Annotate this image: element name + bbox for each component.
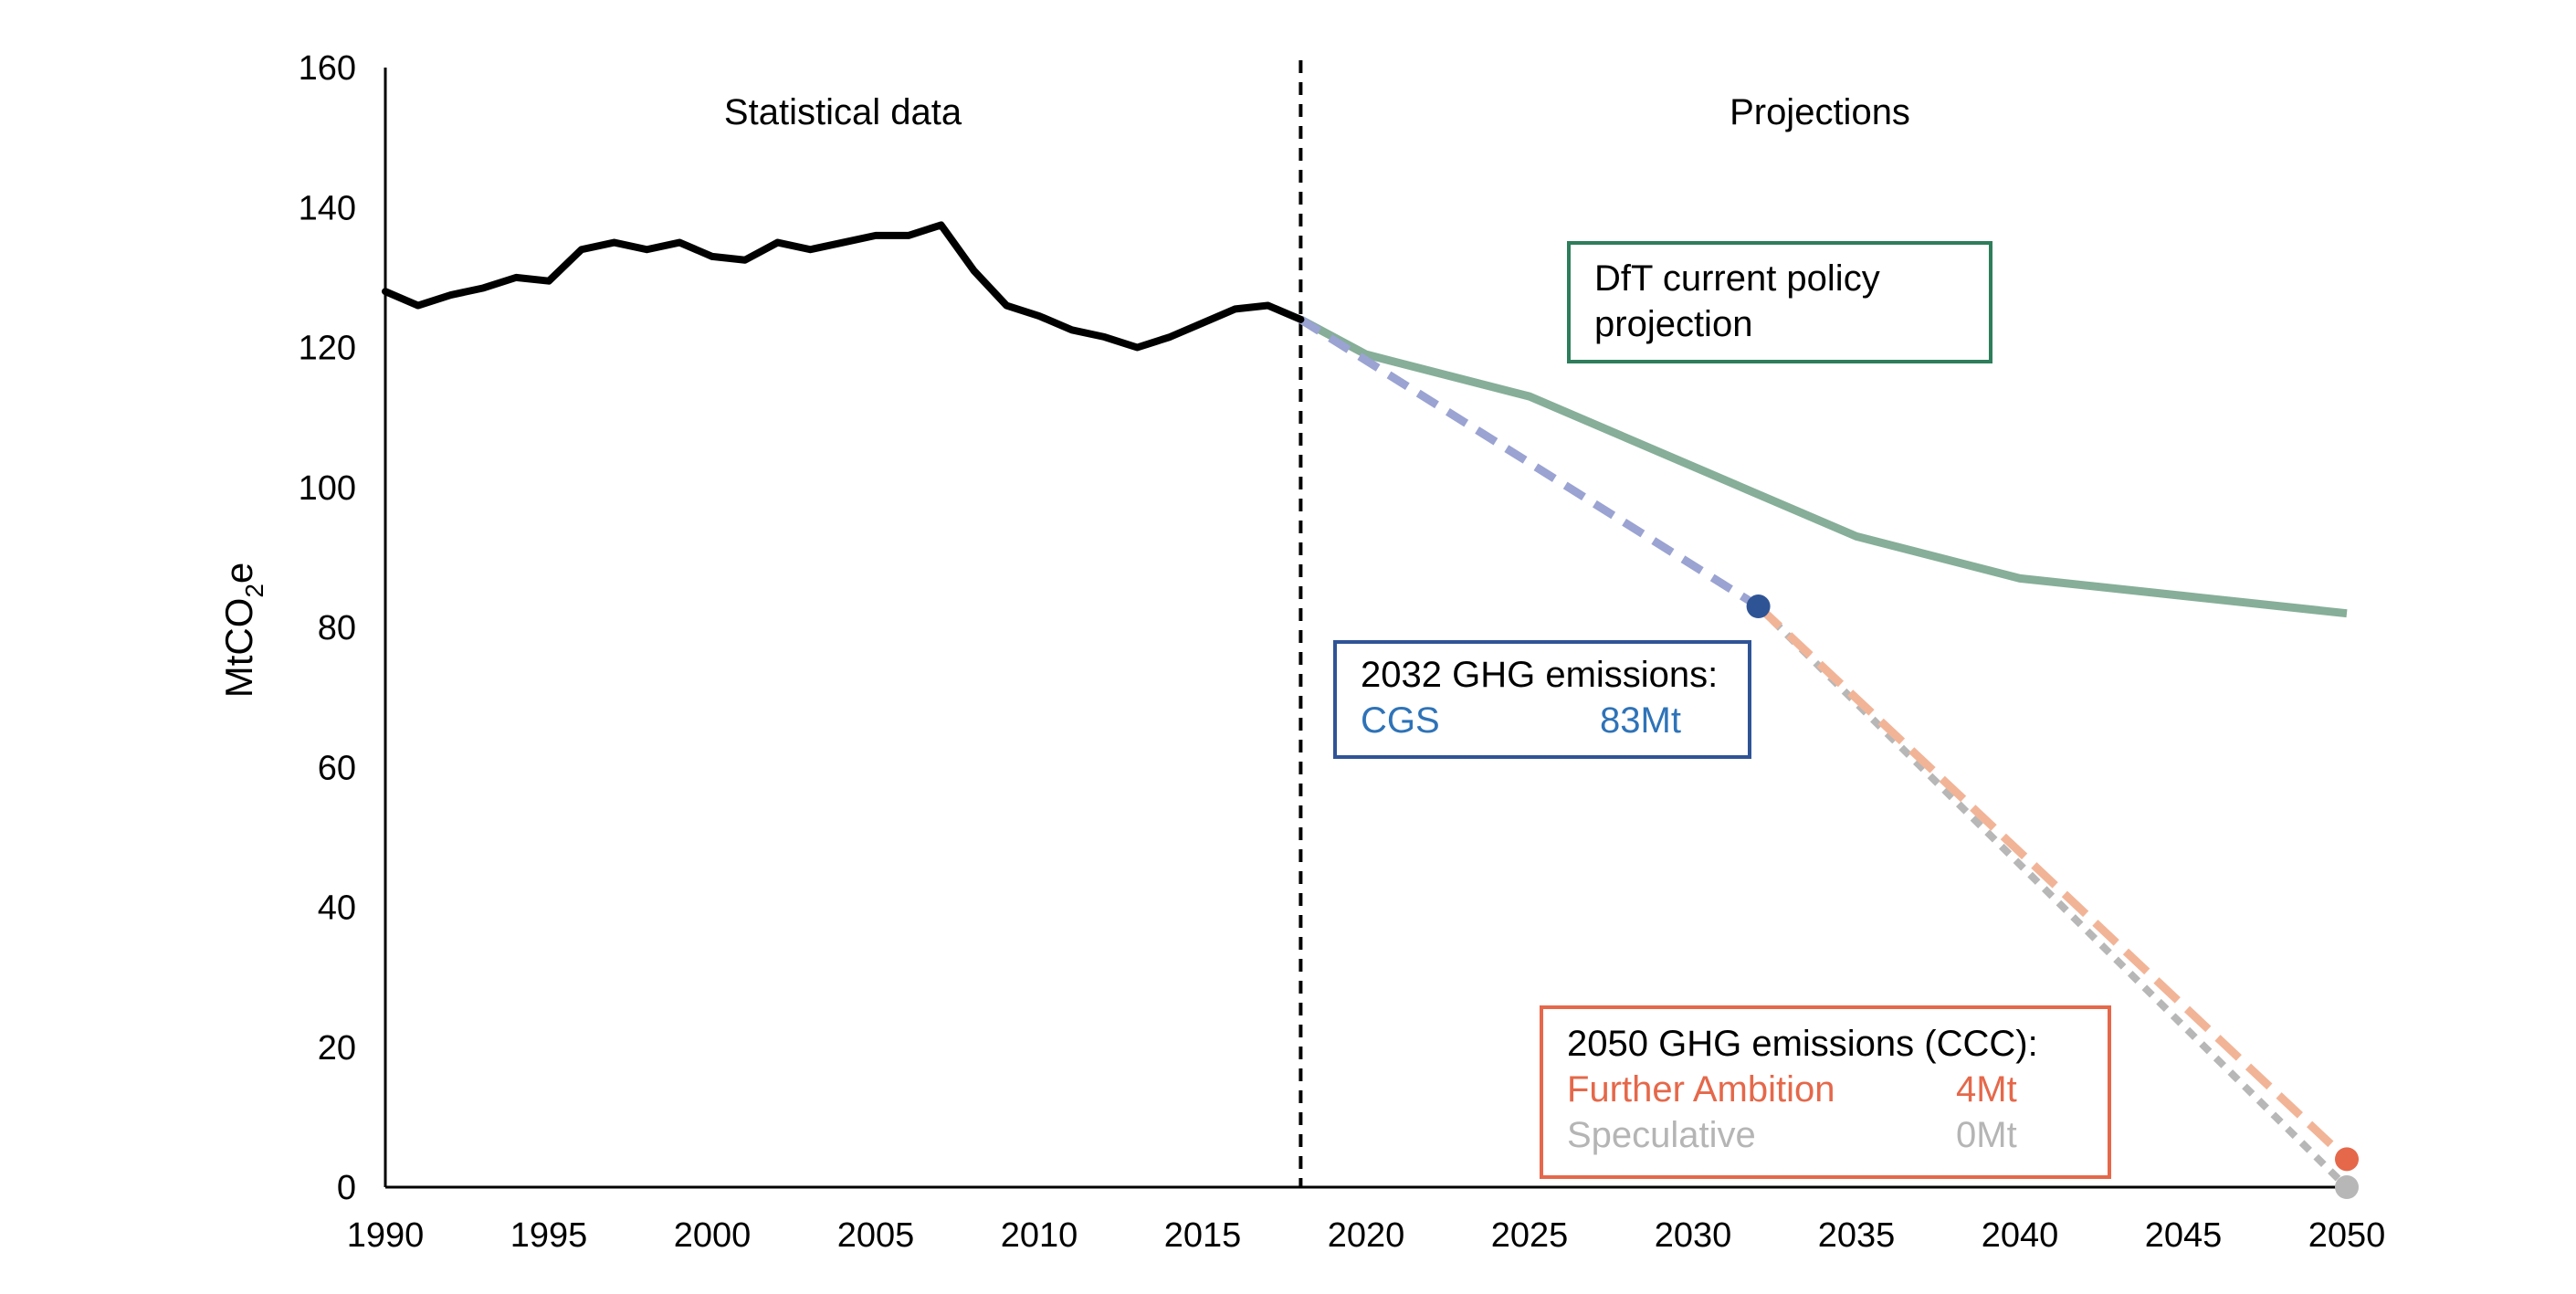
y-axis-label: MtCO2e	[217, 563, 268, 699]
x-tick-label: 2045	[2145, 1216, 2223, 1255]
annotation-2032: 2032 GHG emissions: CGS 83Mt	[1333, 640, 1751, 759]
y-tick-label: 20	[318, 1029, 356, 1068]
x-tick-label: 2010	[1001, 1216, 1078, 1255]
y-tick-label: 100	[299, 469, 356, 508]
x-tick-labels: 1990 1995 2000 2005 2010 2015 2020 2025 2030 2035…	[347, 1216, 2386, 1255]
series-line-further-ambition	[1755, 603, 2350, 1162]
series-line-historical	[382, 221, 1305, 352]
x-tick-label: 1995	[510, 1216, 588, 1255]
y-tick-label: 140	[299, 189, 356, 227]
x-tick-label: 2040	[1982, 1216, 2059, 1255]
annotation-2050-further-label: Further Ambition	[1567, 1069, 1835, 1110]
series-line-speculative	[1755, 604, 2350, 1190]
annotation-dft-box	[1567, 241, 1992, 363]
x-tick-label: 2030	[1655, 1216, 1732, 1255]
point-speculative-2050	[2335, 1175, 2359, 1199]
y-axis-label-main: MtCO	[217, 598, 260, 699]
annotation-2050-box	[1540, 1005, 2111, 1179]
annotation-2050-further-value: 4Mt	[1956, 1069, 2017, 1110]
annotation-2032-box	[1333, 640, 1751, 759]
y-tick-label: 80	[318, 609, 356, 647]
point-cgs-2032	[1746, 594, 1771, 619]
annotation-2050: 2050 GHG emissions (CCC): Further Ambiti…	[1540, 1005, 2111, 1179]
y-tick-label: 60	[318, 749, 356, 787]
annotation-2032-cgs-value: 83Mt	[1600, 700, 1681, 741]
x-tick-label: 2035	[1818, 1216, 1896, 1255]
region-label-projections: Projections	[1730, 92, 1910, 132]
y-tick-label: 0	[337, 1169, 356, 1207]
x-tick-label: 2020	[1328, 1216, 1405, 1255]
point-further-ambition-2050	[2335, 1147, 2359, 1172]
annotation-dft: DfT current policy projection	[1567, 241, 1992, 363]
x-tick-label: 2050	[2308, 1216, 2386, 1255]
y-tick-labels: 0 20 40 60 80 100 120 140 160	[299, 49, 356, 1207]
annotation-2050-speculative-label: Speculative	[1567, 1115, 1756, 1155]
annotation-2050-title: 2050 GHG emissions (CCC):	[1567, 1024, 2038, 1064]
axes	[384, 68, 2347, 1189]
annotation-2032-title: 2032 GHG emissions:	[1361, 655, 1718, 695]
x-tick-label: 1990	[347, 1216, 425, 1255]
y-axis-label-suffix: e	[217, 563, 260, 584]
y-tick-label: 40	[318, 889, 356, 928]
annotation-dft-line2: projection	[1594, 304, 1752, 344]
x-tick-label: 2005	[837, 1216, 915, 1255]
x-tick-label: 2000	[674, 1216, 752, 1255]
annotation-2050-speculative-value: 0Mt	[1956, 1115, 2017, 1155]
region-label-statistical: Statistical data	[724, 92, 962, 132]
series-line-dft	[1299, 315, 2348, 618]
series-line-cgs	[1299, 316, 1761, 610]
x-tick-label: 2015	[1164, 1216, 1242, 1255]
y-tick-label: 160	[299, 49, 356, 88]
annotation-2032-cgs-label: CGS	[1361, 700, 1440, 741]
annotation-dft-line1: DfT current policy	[1594, 258, 1880, 299]
y-axis-label-sub: 2	[240, 584, 268, 598]
x-tick-label: 2025	[1491, 1216, 1569, 1255]
y-tick-label: 120	[299, 330, 356, 368]
